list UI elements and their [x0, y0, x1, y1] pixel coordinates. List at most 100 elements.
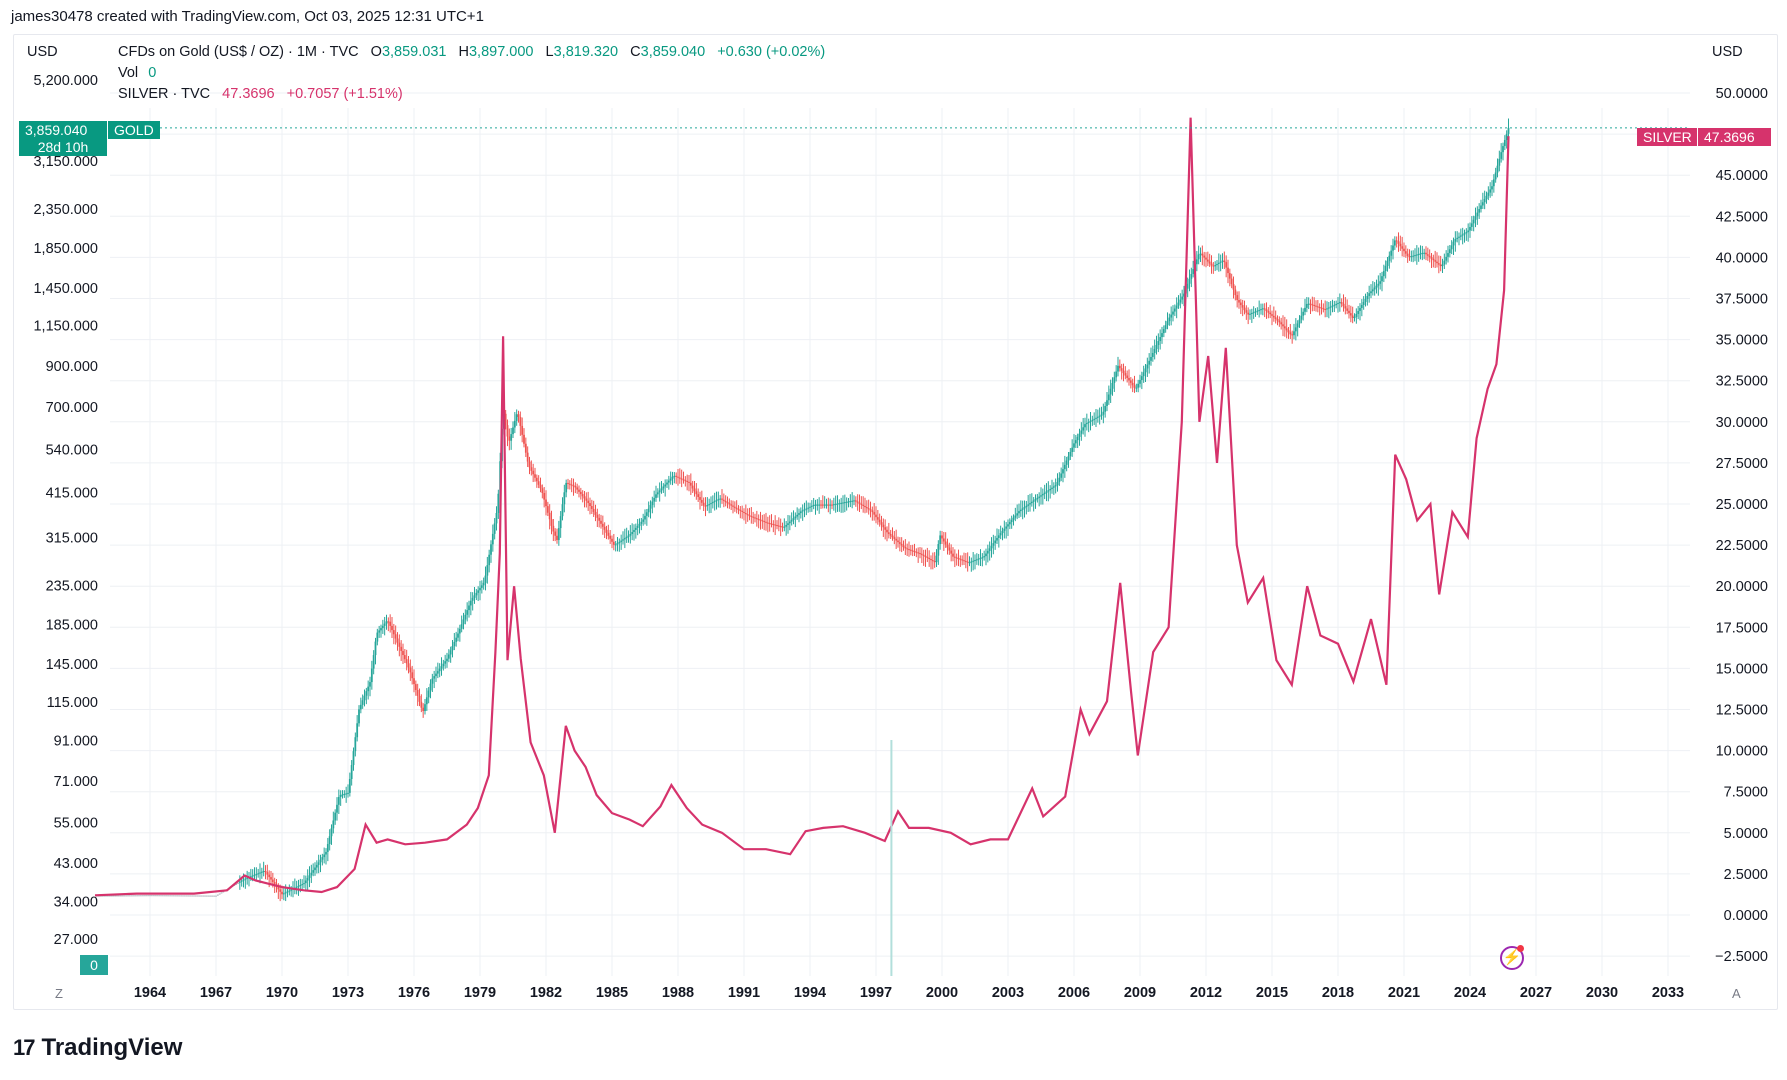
gold-candle-body [359, 704, 362, 710]
gold-candle-body [922, 554, 925, 556]
gold-candle-body [937, 544, 940, 556]
gold-candle-body [1494, 172, 1497, 180]
gold-candle-body [532, 470, 535, 475]
x-tick-22: 2030 [1586, 985, 1618, 1001]
gold-candle-body [957, 558, 960, 560]
gold-candle-body [600, 520, 602, 524]
gold-candle-body [1470, 223, 1473, 227]
gold-candle-body [1230, 278, 1233, 285]
gold-candle-body [1351, 315, 1354, 318]
gold-candle-body [297, 885, 300, 887]
gold-candle-body [996, 537, 998, 541]
right-tick-19: 2.5000 [1724, 867, 1768, 883]
legend-h-key: H [458, 44, 469, 60]
gold-candle-body [1095, 417, 1097, 419]
auto-scale-button[interactable]: A [1732, 986, 1741, 1001]
gold-candle-body [249, 876, 252, 878]
gold-candle-body [1307, 303, 1310, 305]
legend-volume: Vol 0 [118, 65, 156, 81]
gold-candle-body [435, 673, 437, 677]
left-tick-10: 315.000 [46, 530, 98, 546]
zoom-button[interactable]: Z [55, 986, 63, 1001]
gold-candle-body [1098, 415, 1101, 417]
gold-candle-body [561, 504, 564, 517]
gold-candle-body [1245, 310, 1248, 313]
right-tick-0: 50.0000 [1716, 86, 1768, 102]
gold-candle-body [1124, 373, 1127, 376]
left-currency-label[interactable]: USD [27, 44, 58, 60]
legend-l-key: L [545, 44, 554, 60]
legend-symbol[interactable]: CFDs on Gold (US$ / OZ) · 1M · TVC [118, 44, 359, 60]
gold-candle-body [783, 526, 786, 528]
x-tick-12: 2000 [926, 985, 958, 1001]
gold-candle-body [453, 641, 456, 647]
gold-candle-body [127, 895, 129, 897]
gold-candle-body [1430, 257, 1433, 259]
left-tick-4: 1,450.000 [33, 281, 98, 297]
gold-candle-body [1469, 226, 1471, 231]
gold-candle-body [394, 634, 397, 639]
gold-candle-body [579, 491, 582, 495]
gold-candle-body [138, 895, 140, 897]
gold-candle-body [391, 625, 393, 631]
gold-candle-body [644, 515, 646, 520]
gold-candle-body [1241, 305, 1244, 308]
left-tick-20: 27.000 [54, 932, 98, 948]
gold-candle-body [1206, 259, 1209, 262]
lightning-icon[interactable]: ⚡ [1500, 946, 1524, 970]
gold-candle-body [374, 641, 377, 656]
gold-candle-body [1071, 447, 1074, 452]
gold-candle-body [930, 559, 932, 561]
gold-candle-body [1406, 253, 1409, 257]
gold-candle-body [1439, 264, 1442, 267]
gold-candle-body [1382, 271, 1385, 277]
gold-candle-body [814, 504, 817, 506]
x-tick-18: 2018 [1322, 985, 1354, 1001]
legend-vol-key[interactable]: Vol [118, 65, 139, 81]
gold-candle-body [625, 536, 628, 539]
gold-candle-body [1269, 312, 1272, 315]
gold-candle-body [884, 527, 887, 530]
gold-candle-body [1181, 296, 1184, 300]
gold-candle-body [431, 678, 434, 684]
gold-candle-body [319, 859, 322, 863]
gold-candle-body [1118, 365, 1121, 369]
gold-candle-body [121, 895, 124, 897]
tradingview-logo: 17 TradingView [13, 1034, 182, 1062]
gold-candle-body [310, 872, 313, 876]
gold-candle-body [596, 514, 599, 518]
gold-candle-body [1370, 291, 1372, 294]
gold-candle-body [145, 895, 148, 897]
gold-candle-body [361, 700, 364, 705]
gold-candle-body [1342, 303, 1345, 307]
gold-candle-body [1417, 254, 1420, 256]
gold-candle-body [1159, 337, 1162, 342]
gold-candle-body [1239, 302, 1242, 306]
left-tick-9: 415.000 [46, 485, 98, 501]
gold-candle-body [992, 543, 995, 546]
legend-silver-symbol[interactable]: SILVER · TVC [118, 86, 211, 102]
gold-candle-body [1399, 243, 1402, 247]
left-tick-3: 1,850.000 [33, 241, 98, 257]
x-tick-5: 1979 [464, 985, 496, 1001]
gold-candle-body [411, 672, 414, 679]
gold-candle-body [1107, 394, 1110, 401]
gold-candle-body [262, 871, 265, 873]
gold-candle-body [1120, 368, 1123, 371]
gold-candle-body [130, 895, 133, 897]
gold-candle-body [695, 491, 698, 495]
right-currency-label[interactable]: USD [1712, 44, 1743, 60]
gold-candle-body [598, 517, 601, 521]
gold-candle-body [143, 895, 146, 897]
gold-candle-body [422, 707, 425, 712]
gold-candle-body [686, 481, 689, 483]
gold-candle-body [618, 541, 621, 544]
gold-candle-body [1089, 420, 1092, 422]
gold-candle-body [255, 874, 258, 876]
gold-candle-body [268, 874, 271, 878]
gold-candle-body [875, 514, 877, 518]
gold-candle-body [521, 425, 524, 435]
gold-candle-body [178, 895, 181, 897]
gold-candle-body [172, 895, 175, 897]
